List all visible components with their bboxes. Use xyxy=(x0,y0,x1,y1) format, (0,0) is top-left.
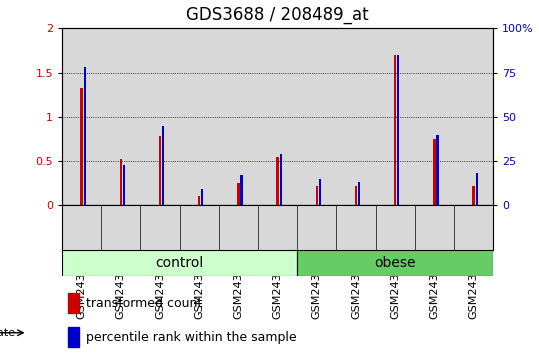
Bar xyxy=(316,186,318,205)
Bar xyxy=(355,186,357,205)
Bar xyxy=(397,55,399,205)
Bar xyxy=(472,186,475,205)
Bar xyxy=(280,154,282,205)
FancyBboxPatch shape xyxy=(62,250,297,276)
Bar xyxy=(201,189,204,205)
Text: obese: obese xyxy=(375,256,416,270)
Text: transformed count: transformed count xyxy=(86,297,202,309)
Bar xyxy=(437,135,439,205)
Bar xyxy=(68,293,79,313)
Bar xyxy=(68,327,79,347)
Bar xyxy=(240,175,243,205)
Bar xyxy=(358,182,360,205)
Bar xyxy=(198,196,201,205)
FancyBboxPatch shape xyxy=(297,250,493,276)
Bar xyxy=(120,159,122,205)
Bar xyxy=(475,173,478,205)
Bar xyxy=(394,55,396,205)
Bar xyxy=(159,136,161,205)
Bar xyxy=(80,88,83,205)
Title: GDS3688 / 208489_at: GDS3688 / 208489_at xyxy=(186,6,369,24)
Bar xyxy=(433,139,436,205)
Bar xyxy=(319,179,321,205)
Text: percentile rank within the sample: percentile rank within the sample xyxy=(86,331,296,343)
Bar xyxy=(84,67,86,205)
Text: disease state: disease state xyxy=(0,328,16,338)
Bar xyxy=(237,183,239,205)
Bar xyxy=(123,165,125,205)
Bar xyxy=(162,126,164,205)
Bar xyxy=(277,156,279,205)
Text: control: control xyxy=(155,256,204,270)
